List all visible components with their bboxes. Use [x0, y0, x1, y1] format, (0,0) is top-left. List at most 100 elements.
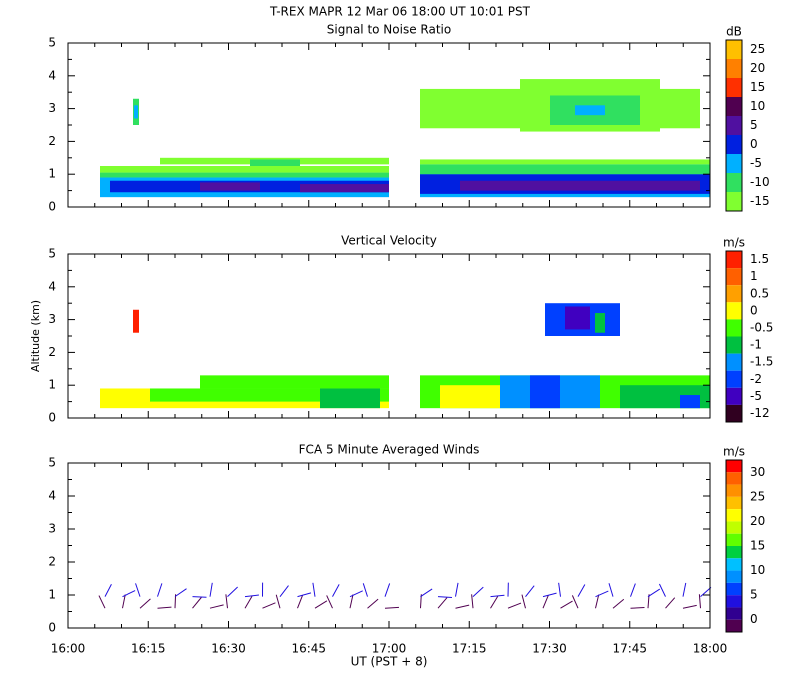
- wind-barb: [139, 598, 151, 609]
- x-tick-label: 17:45: [612, 642, 647, 656]
- wind-barb: [174, 588, 187, 598]
- colorbar-cell: [726, 135, 742, 154]
- colorbar-cell: [726, 116, 742, 135]
- colorbar-tick-label: 10: [750, 99, 765, 113]
- wind-barb: [490, 594, 505, 598]
- x-axis-label: UT (PST + 8): [351, 655, 428, 669]
- wind-barb: [647, 588, 661, 598]
- colorbar-label: dB: [726, 25, 742, 39]
- wind-barb: [525, 585, 535, 597]
- colorbar-tick-label: -5: [750, 156, 762, 170]
- colorbar-cell: [726, 546, 742, 559]
- wind-barb: [560, 600, 573, 609]
- colorbar-cell: [726, 59, 742, 78]
- x-tick-label: 16:30: [211, 642, 246, 656]
- radar-field: [200, 182, 260, 191]
- wind-barb: [630, 607, 645, 609]
- wind-barb: [209, 582, 213, 597]
- colorbar-frame: [725, 459, 743, 633]
- radar-field: [565, 306, 590, 330]
- wind-barb: [157, 583, 163, 597]
- radar-field: [200, 375, 389, 389]
- radar-field: [100, 172, 389, 178]
- colorbar-cell: [726, 97, 742, 116]
- colorbar-tick-label: 25: [750, 42, 765, 56]
- wind-barb: [630, 583, 636, 597]
- wind-barb: [455, 604, 470, 609]
- wind-barb: [542, 595, 549, 609]
- wind-barb: [244, 595, 253, 609]
- colorbar-tick-label: -10: [750, 175, 770, 189]
- wind-barb: [297, 594, 304, 609]
- wind-barb: [682, 582, 687, 597]
- colorbar-cell: [726, 619, 742, 632]
- wind-barb: [542, 592, 557, 598]
- wind-barb: [437, 597, 448, 609]
- wind-barb: [571, 595, 579, 609]
- wind-barb: [192, 597, 202, 609]
- wind-barb: [192, 596, 207, 598]
- figure-title: T-REX MAPR 12 Mar 06 18:00 UT 10:01 PST: [269, 5, 531, 19]
- y-tick-label: 1: [48, 378, 56, 392]
- wind-barb: [122, 594, 126, 609]
- colorbar-cell: [726, 387, 742, 405]
- colorbar-cell: [726, 460, 742, 473]
- y-tick-label: 4: [48, 489, 56, 503]
- colorbar-tick-label: -1: [750, 338, 762, 352]
- wind-barb: [612, 598, 625, 609]
- colorbar-label: m/s: [723, 445, 745, 459]
- colorbar-tick-label: 25: [750, 489, 765, 503]
- colorbar-tick-label: 0.5: [750, 286, 769, 300]
- colorbar-tick-label: 15: [750, 539, 765, 553]
- radar-field: [680, 395, 700, 409]
- radar-field: [133, 309, 139, 333]
- colorbar-tick-label: 20: [750, 514, 765, 528]
- panel-title: Vertical Velocity: [341, 234, 437, 248]
- radar-field: [575, 105, 605, 116]
- radar-field: [440, 385, 500, 409]
- colorbar-tick-label: -12: [750, 406, 770, 420]
- colorbar-cell: [726, 78, 742, 97]
- y-tick-label: 3: [48, 522, 56, 536]
- wind-barb: [349, 590, 363, 598]
- radar-field: [100, 166, 389, 173]
- y-tick-label: 2: [48, 345, 56, 359]
- wind-barb: [384, 606, 400, 609]
- wind-barb: [471, 594, 474, 609]
- wind-barb: [437, 596, 453, 598]
- wind-barb: [608, 583, 614, 597]
- wind-barb: [682, 604, 697, 609]
- wind-barb: [262, 602, 276, 609]
- colorbar-cell: [726, 570, 742, 583]
- colorbar-cell: [726, 558, 742, 571]
- wind-barb: [209, 604, 224, 609]
- wind-barb: [700, 586, 712, 598]
- wind-barb: [349, 594, 354, 609]
- y-tick-label: 3: [48, 312, 56, 326]
- panel: FCA 5 Minute Averaged Winds 0 1 2 3 4 5 16:00 16…: [48, 443, 765, 656]
- wind-barb: [326, 595, 333, 609]
- colorbar-tick-label: 1.5: [750, 252, 769, 266]
- colorbar-tick-label: 15: [750, 80, 765, 94]
- colorbar-tick-label: 10: [750, 563, 765, 577]
- colorbar-tick-label: 1: [750, 269, 758, 283]
- colorbar-cell: [726, 154, 742, 173]
- colorbar-tick-label: 5: [750, 118, 758, 132]
- colorbar-tick-label: 0: [750, 612, 758, 626]
- colorbar-cell: [726, 192, 742, 211]
- colorbar-tick-label: -1.5: [750, 355, 773, 369]
- colorbar-cell: [726, 251, 742, 269]
- wind-barb: [225, 594, 228, 609]
- colorbar-tick-label: 0: [750, 303, 758, 317]
- y-tick-label: 5: [48, 36, 56, 50]
- wind-barb: [332, 584, 340, 597]
- radar-field: [134, 105, 138, 119]
- colorbar-cell: [726, 285, 742, 303]
- colorbar-cell: [726, 509, 742, 522]
- wind-barb: [135, 583, 141, 597]
- y-tick-label: 2: [48, 134, 56, 148]
- y-tick-label: 4: [48, 279, 56, 293]
- y-tick-label: 5: [48, 456, 56, 470]
